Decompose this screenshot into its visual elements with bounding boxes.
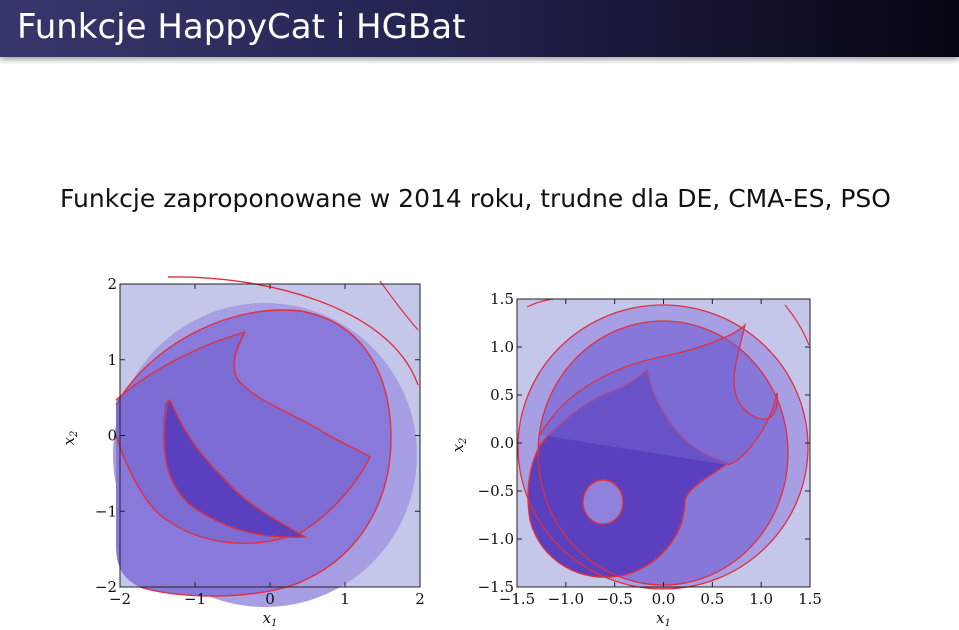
y-tick-label: −2 bbox=[95, 578, 117, 596]
x-tick-label: 2 bbox=[415, 590, 425, 608]
y-axis-label: x2 bbox=[449, 438, 469, 453]
contour-line-outer bbox=[517, 304, 809, 590]
y-tick-label: 1.5 bbox=[490, 290, 514, 308]
x-axis-label-sub: 1 bbox=[665, 618, 671, 629]
x-tick-label: −2 bbox=[109, 590, 131, 608]
x-axis-label: x1 bbox=[656, 609, 671, 629]
x-tick-label: 0.5 bbox=[700, 590, 724, 608]
y-axis-label: x2 bbox=[60, 431, 80, 446]
hgbat-contour-plot: −1.5 −1.0 −0.5 0.0 0.5 1.0 1.5 −1.5 −1.0 −0.5 0.0 0… bbox=[449, 290, 822, 629]
contour-line-core bbox=[582, 479, 624, 525]
x-axis-label: x1 bbox=[263, 609, 278, 629]
slide-body-text: Funkcje zaproponowane w 2014 roku, trudn… bbox=[60, 184, 891, 213]
y-tick-label: 0.5 bbox=[490, 386, 514, 404]
x-tick-label: 0.0 bbox=[652, 590, 676, 608]
y-tick-label: 2 bbox=[107, 275, 117, 293]
x-tick-label: 0 bbox=[265, 590, 275, 608]
y-axis-label-sub: 2 bbox=[458, 438, 469, 445]
y-axis-label-sub: 2 bbox=[69, 431, 80, 438]
x-tick-label: −1.5 bbox=[499, 590, 535, 608]
contour-line-outer bbox=[167, 276, 419, 386]
contour-line-core bbox=[163, 399, 308, 538]
x-tick-label: 1 bbox=[340, 590, 350, 608]
y-tick-label: −1 bbox=[95, 502, 117, 520]
x-axis-label-sub: 1 bbox=[271, 618, 277, 629]
contour-line-mid bbox=[115, 309, 392, 597]
contour-line-lobe bbox=[539, 322, 778, 466]
y-tick-label: 1 bbox=[107, 351, 117, 369]
x-tick-label: −0.5 bbox=[596, 590, 632, 608]
y-tick-label: 0.0 bbox=[490, 434, 514, 452]
y-tick-label: 0 bbox=[107, 427, 117, 445]
contour-line-outer-corner bbox=[379, 280, 419, 331]
x-tick-label: −1.0 bbox=[548, 590, 584, 608]
slide-title: Funkcje HappyCat i HGBat bbox=[17, 7, 466, 47]
x-tick-label: 1.5 bbox=[798, 590, 822, 608]
x-tick-label: 1.0 bbox=[749, 590, 773, 608]
x-tick-label: −1 bbox=[184, 590, 206, 608]
y-tick-label: 1.0 bbox=[490, 338, 514, 356]
slide-title-bar: Funkcje HappyCat i HGBat bbox=[0, 0, 959, 57]
contour-line-corner-right bbox=[784, 304, 810, 346]
axes-right: −1.5 −1.0 −0.5 0.0 0.5 1.0 1.5 −1.5 −1.0 −0.5 0.0 0… bbox=[449, 290, 822, 629]
plot-area bbox=[516, 298, 811, 590]
plot-area bbox=[113, 276, 421, 607]
y-tick-label: −1.0 bbox=[478, 530, 514, 548]
y-tick-label: −1.5 bbox=[478, 578, 514, 596]
y-tick-label: −0.5 bbox=[478, 482, 514, 500]
